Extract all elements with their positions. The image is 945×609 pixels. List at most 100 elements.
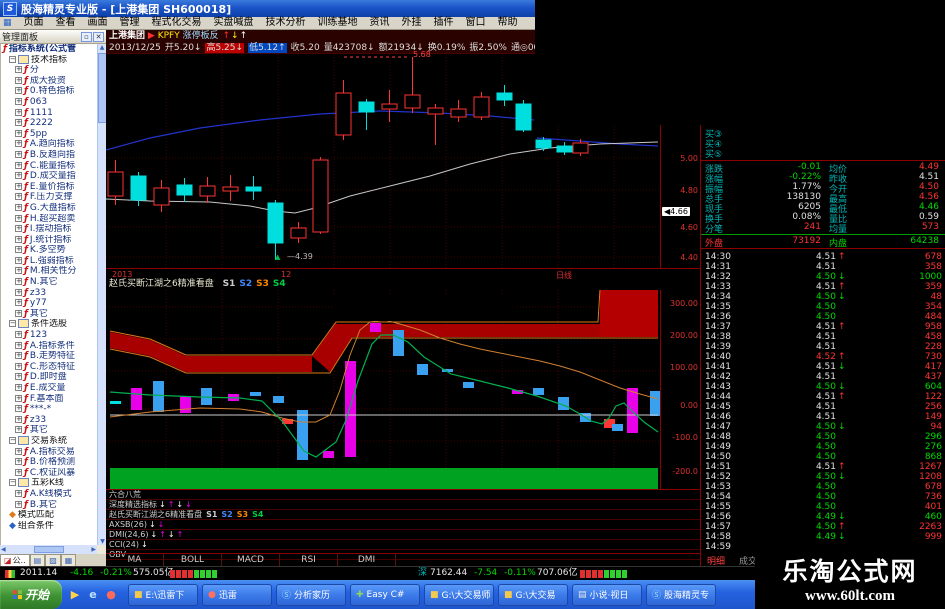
menu-item[interactable]: 训练基地 — [317, 17, 358, 28]
tree-item[interactable]: − 五彩K线 — [9, 478, 64, 489]
tree-item[interactable]: + ƒ 2222 — [15, 118, 53, 129]
tree-item[interactable]: + ƒ B.其它 — [15, 499, 57, 510]
quick-launch-icon[interactable]: ▶ — [70, 587, 80, 601]
tree-item[interactable]: + ƒ B.走势特征 — [15, 351, 75, 362]
tree-item[interactable]: + ƒ 063 — [15, 96, 48, 107]
detail-tab[interactable]: 明细 — [707, 557, 726, 567]
tree-item[interactable]: + ƒ C.形态特征 — [15, 361, 76, 372]
tree-item[interactable]: + ƒ E.成交量 — [15, 383, 66, 393]
menu-item[interactable]: 帮助 — [497, 17, 518, 28]
tree-item[interactable]: + ƒ B.反趋向指 — [15, 149, 75, 160]
tree-item[interactable]: + ƒ 其它 — [15, 425, 48, 436]
indicator-list-row[interactable]: AXSB(26) ↓ ↓ — [106, 520, 700, 530]
tree-item[interactable]: + ƒ G.大盘指标 — [15, 202, 76, 213]
sidebar-tab[interactable]: ◪ 公.. — [0, 554, 30, 566]
tree-item[interactable]: + ƒ 其它 — [15, 308, 48, 319]
tree-item[interactable]: + ƒ C.能量指标 — [15, 160, 76, 171]
menu-item[interactable]: 查看 — [55, 17, 76, 28]
indicator-tab[interactable]: BOLL — [164, 554, 222, 566]
tree-item[interactable]: + ƒ I.摆动指标 — [15, 224, 72, 235]
tree-item[interactable]: + ƒ K.多空势 — [15, 245, 66, 256]
tree-item[interactable]: + ƒ D.即时盘 — [15, 372, 67, 383]
taskbar-button[interactable]: Ⓢ 分析家历 — [276, 583, 346, 606]
indicator-list-row[interactable]: 六合八荒 — [106, 490, 700, 500]
sidebar-close-button[interactable]: ✕ — [93, 31, 104, 42]
tree-item[interactable]: + ƒ 成大投资 — [15, 75, 66, 86]
tree-item[interactable]: + ƒ 分 — [15, 65, 39, 76]
taskbar-button[interactable]: ● 迅雷 — [202, 583, 272, 606]
tree-item[interactable]: ƒ 指标系统(公式管 — [3, 44, 77, 54]
menu-item[interactable]: 画面 — [87, 17, 108, 28]
detail-tab[interactable]: 成交 — [739, 557, 758, 567]
indicator-tab[interactable]: DMI — [338, 554, 396, 566]
scrollbar-thumb[interactable] — [33, 546, 64, 553]
tree-item[interactable]: + ƒ 0.特色指标 — [15, 86, 75, 97]
tree-item[interactable]: + ƒ E.量价指标 — [15, 181, 75, 192]
taskbar-button[interactable]: ▤ 小说·视日 — [572, 583, 642, 606]
indicator-list-pane[interactable]: 六合八荒 深度精选指标 ↓ ↑ ↓ ↓ 赵氏买断江湖之6精准看盘 S1 S2 S3 S4 AXSB(2… — [106, 489, 700, 560]
indicator-list-row[interactable]: OBV — [106, 550, 700, 560]
indicator-list-row[interactable]: 深度精选指标 ↓ ↑ ↓ ↓ — [106, 500, 700, 510]
tree-item[interactable]: + ƒ y77 — [15, 298, 47, 309]
tree-item[interactable]: + ƒ H.超买超卖 — [15, 213, 76, 224]
sidebar-tab[interactable]: ▨ — [45, 554, 61, 566]
tree-item[interactable]: + ƒ J.统计指标 — [15, 234, 72, 245]
tree-item[interactable]: + ƒ L.强弱指标 — [15, 255, 74, 266]
menu-item[interactable]: 资讯 — [369, 17, 390, 28]
taskbar-button[interactable]: ■ G:\大交易 — [498, 583, 568, 606]
menu-item[interactable]: 实盘喊盘 — [213, 17, 254, 28]
taskbar-button[interactable]: ✚ Easy C# — [350, 583, 420, 606]
sidebar-restore-button[interactable]: ▫ — [81, 31, 92, 42]
indicator-list-row[interactable]: 赵氏买断江湖之6精准看盘 S1 S2 S3 S4 — [106, 510, 700, 520]
tree-item[interactable]: + ƒ z33 — [15, 414, 47, 425]
tree-item[interactable]: − 条件选股 — [9, 319, 68, 330]
tree-item[interactable]: ◆ 组合条件 — [9, 520, 54, 531]
sz-index: 7162.44 — [430, 568, 468, 578]
menu-item[interactable]: 插件 — [433, 17, 454, 28]
menu-item[interactable]: 页面 — [23, 17, 44, 28]
tree-item[interactable]: − 技术指标 — [9, 54, 68, 65]
sidebar-tree[interactable]: ƒ 指标系统(公式管 − 技术指标 + ƒ 分 + ƒ 成大投资 + ƒ 0.特色指标 + ƒ 063 + ƒ 11… — [0, 44, 97, 545]
indicator-tab[interactable]: RSI — [280, 554, 338, 566]
tree-item[interactable]: + ƒ B.价格预测 — [15, 457, 75, 468]
start-button[interactable]: 开始 — [0, 580, 62, 609]
tree-item[interactable]: + ƒ 123 — [15, 330, 48, 341]
volume-bar — [170, 570, 175, 578]
tree-item[interactable]: + ƒ 5pp — [15, 128, 48, 139]
tree-item[interactable]: + ƒ D.成交量指 — [15, 171, 76, 182]
quick-launch-icon[interactable]: e — [89, 587, 97, 601]
tree-item[interactable]: + ƒ F.压力支撑 — [15, 192, 73, 203]
indicator-list-row[interactable]: DMI(24,6) ↓ ↑ ↓ ↑ — [106, 530, 700, 540]
indicator-list-row[interactable]: CCI(24) ↓ — [106, 540, 700, 550]
sidebar-tab[interactable]: ▦ — [60, 554, 77, 566]
taskbar-button[interactable]: Ⓢ 股海精灵专 — [646, 583, 716, 606]
indicator-tab[interactable]: MACD — [222, 554, 280, 566]
tree-item[interactable]: + ƒ N.其它 — [15, 277, 58, 288]
quick-launch-icon[interactable]: ● — [106, 587, 116, 601]
tree-item[interactable]: + ƒ A.趋向指标 — [15, 139, 75, 150]
tree-horizontal-scrollbar[interactable]: ◀ ▶ — [0, 545, 97, 554]
tree-item[interactable]: ◆ 模式匹配 — [9, 510, 54, 521]
tree-item[interactable]: + ƒ 1111 — [15, 107, 53, 118]
tree-vertical-scrollbar[interactable]: ▲ ▼ — [97, 44, 107, 545]
tree-item[interactable]: + ƒ A.指标交易 — [15, 446, 75, 457]
menu-item[interactable]: 窗口 — [465, 17, 486, 28]
tree-item[interactable]: − 交易系统 — [9, 435, 68, 446]
sidebar-tab[interactable]: ▤ — [29, 554, 46, 566]
tree-item[interactable]: + ƒ A.指标条件 — [15, 340, 75, 351]
indicator-title-bar[interactable]: 赵氏买断江湖之6精准看盘 S1 S2 S3 S4 — [106, 278, 700, 290]
taskbar-button[interactable]: ■ G:\大交易师 — [424, 583, 494, 606]
tree-item[interactable]: + ƒ z33 — [15, 287, 47, 298]
indicator-tab[interactable]: MA — [106, 554, 164, 566]
tree-item[interactable]: + ƒ A.K线模式 — [15, 488, 72, 499]
tree-item[interactable]: + ƒ M.相关性分 — [15, 266, 77, 277]
tree-item[interactable]: + ƒ ***-* — [15, 404, 52, 415]
taskbar-button[interactable]: ■ E:\迅雷下 — [128, 583, 198, 606]
main-chart-pane[interactable]: 5.68 —4.39 ▲ 5.00 4.80 4.60 4.40 ◀4.66 — [106, 50, 700, 268]
menu-item[interactable]: 程式化交易 — [151, 17, 202, 28]
menu-item[interactable]: 管理 — [119, 17, 140, 28]
tree-item[interactable]: + ƒ F.基本面 — [15, 393, 64, 404]
menu-item[interactable]: 技术分析 — [265, 17, 306, 28]
menu-item[interactable]: 外挂 — [401, 17, 422, 28]
tree-item[interactable]: + ƒ C.权证风暴 — [15, 467, 76, 478]
